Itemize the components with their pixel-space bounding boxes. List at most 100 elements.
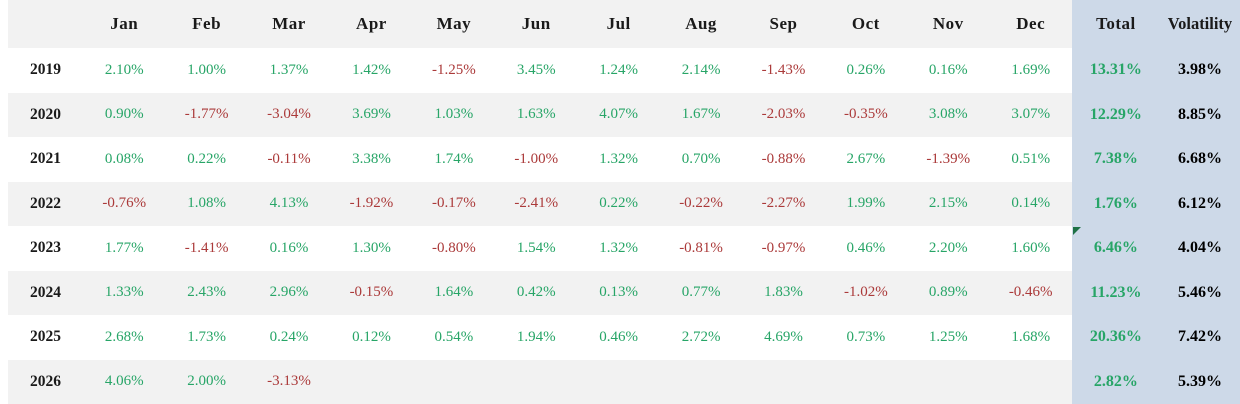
cell-2022-jun[interactable]: -2.41% — [495, 181, 578, 226]
cell-2020-volatility[interactable]: 8.85% — [1159, 92, 1240, 137]
cell-2020-jun[interactable]: 1.63% — [495, 92, 578, 137]
cell-2023-jan[interactable]: 1.77% — [104, 239, 144, 256]
cell-2025-oct[interactable]: 0.73% — [846, 328, 886, 345]
cell-2021-dec[interactable]: 0.51% — [1011, 150, 1051, 167]
cell-2021-jan[interactable]: 0.08% — [104, 150, 144, 167]
cell-2019-feb[interactable]: 1.00% — [187, 61, 226, 78]
cell-2025-aug[interactable]: 2.72% — [681, 328, 721, 345]
cell-2025-jun[interactable]: 1.94% — [516, 328, 556, 345]
cell-2023-jun[interactable]: 1.54% — [516, 239, 556, 256]
cell-2024-apr[interactable]: -0.15% — [330, 270, 413, 315]
cell-2023-aug[interactable]: -0.81% — [679, 239, 723, 256]
cell-2021-aug[interactable]: 0.70% — [681, 150, 721, 167]
cell-2022-mar[interactable]: 4.13% — [247, 181, 331, 226]
cell-2025-jul[interactable]: 0.46% — [599, 328, 639, 345]
cell-2022-may[interactable]: -0.17% — [412, 181, 496, 226]
cell-2021-apr[interactable]: 3.38% — [352, 150, 391, 167]
cell-2026-aug[interactable] — [659, 359, 743, 404]
cell-2024-volatility[interactable]: 5.46% — [1159, 270, 1240, 315]
cell-2026-feb[interactable]: 2.00% — [165, 359, 248, 404]
cell-2023-total[interactable]: 6.46% — [1071, 226, 1160, 271]
cell-2025-nov[interactable]: 1.25% — [928, 328, 968, 345]
cell-2025-sep[interactable]: 4.69% — [764, 328, 803, 345]
cell-2023-feb[interactable]: -1.41% — [184, 239, 229, 256]
cell-2026-dec[interactable] — [989, 359, 1072, 404]
cell-2024-jun[interactable]: 0.42% — [495, 270, 578, 315]
cell-2019-oct[interactable]: 0.26% — [846, 61, 886, 78]
cell-2019-jul[interactable]: 1.24% — [599, 61, 639, 78]
cell-2023-dec[interactable]: 1.60% — [1011, 239, 1051, 256]
cell-2026-volatility[interactable]: 5.39% — [1159, 359, 1240, 404]
cell-2019-total[interactable]: 13.31% — [1071, 48, 1160, 93]
cell-2023-mar[interactable]: 0.16% — [269, 239, 309, 256]
cell-2020-total[interactable]: 12.29% — [1071, 92, 1160, 137]
cell-2023-nov[interactable]: 2.20% — [928, 239, 968, 256]
cell-2022-nov[interactable]: 2.15% — [907, 181, 990, 226]
cell-2024-nov[interactable]: 0.89% — [907, 270, 990, 315]
cell-2026-total[interactable]: 2.82% — [1071, 359, 1160, 404]
cell-2021-oct[interactable]: 2.67% — [846, 150, 886, 167]
cell-2023-volatility[interactable]: 4.04% — [1159, 226, 1240, 271]
cell-2021-total[interactable]: 7.38% — [1071, 137, 1160, 182]
cell-2020-oct[interactable]: -0.35% — [824, 92, 908, 137]
cell-2022-oct[interactable]: 1.99% — [824, 181, 908, 226]
cell-2021-jul[interactable]: 1.32% — [599, 150, 639, 167]
cell-2021-mar[interactable]: -0.11% — [267, 150, 311, 167]
cell-2026-jun[interactable] — [495, 359, 578, 404]
cell-2026-sep[interactable] — [742, 359, 825, 404]
cell-2025-volatility[interactable]: 7.42% — [1159, 315, 1240, 360]
cell-2022-volatility[interactable]: 6.12% — [1159, 181, 1240, 226]
cell-2022-sep[interactable]: -2.27% — [742, 181, 825, 226]
cell-2019-aug[interactable]: 2.14% — [681, 61, 721, 78]
cell-2022-jul[interactable]: 0.22% — [577, 181, 660, 226]
cell-2019-jun[interactable]: 3.45% — [516, 61, 556, 78]
cell-2019-dec[interactable]: 1.69% — [1011, 61, 1051, 78]
cell-2023-sep[interactable]: -0.97% — [761, 239, 806, 256]
cell-2025-may[interactable]: 0.54% — [434, 328, 474, 345]
cell-2020-jan[interactable]: 0.90% — [83, 92, 166, 137]
cell-2020-feb[interactable]: -1.77% — [165, 92, 248, 137]
cell-2023-jul[interactable]: 1.32% — [599, 239, 639, 256]
cell-2022-dec[interactable]: 0.14% — [989, 181, 1072, 226]
cell-2019-nov[interactable]: 0.16% — [928, 61, 968, 78]
cell-2024-oct[interactable]: -1.02% — [824, 270, 908, 315]
cell-2025-mar[interactable]: 0.24% — [269, 328, 309, 345]
cell-2020-dec[interactable]: 3.07% — [989, 92, 1072, 137]
cell-2022-total[interactable]: 1.76% — [1071, 181, 1160, 226]
cell-2019-apr[interactable]: 1.42% — [352, 61, 391, 78]
cell-2024-sep[interactable]: 1.83% — [742, 270, 825, 315]
cell-2024-aug[interactable]: 0.77% — [659, 270, 743, 315]
cell-2020-sep[interactable]: -2.03% — [742, 92, 825, 137]
cell-2020-may[interactable]: 1.03% — [412, 92, 496, 137]
cell-2022-apr[interactable]: -1.92% — [330, 181, 413, 226]
cell-2024-mar[interactable]: 2.96% — [247, 270, 331, 315]
cell-2019-jan[interactable]: 2.10% — [104, 61, 144, 78]
cell-2019-sep[interactable]: -1.43% — [761, 61, 806, 78]
cell-2021-jun[interactable]: -1.00% — [514, 150, 559, 167]
cell-2021-nov[interactable]: -1.39% — [926, 150, 971, 167]
cell-2025-total[interactable]: 20.36% — [1071, 315, 1160, 360]
cell-2024-feb[interactable]: 2.43% — [165, 270, 248, 315]
cell-2020-nov[interactable]: 3.08% — [907, 92, 990, 137]
cell-2026-mar[interactable]: -3.13% — [247, 359, 331, 404]
cell-2026-jul[interactable] — [577, 359, 660, 404]
cell-2024-total[interactable]: 11.23% — [1071, 270, 1160, 315]
cell-2020-aug[interactable]: 1.67% — [659, 92, 743, 137]
cell-2025-jan[interactable]: 2.68% — [104, 328, 144, 345]
cell-2023-oct[interactable]: 0.46% — [846, 239, 886, 256]
cell-2025-dec[interactable]: 1.68% — [1011, 328, 1051, 345]
cell-2020-jul[interactable]: 4.07% — [577, 92, 660, 137]
cell-2019-mar[interactable]: 1.37% — [269, 61, 309, 78]
cell-2022-aug[interactable]: -0.22% — [659, 181, 743, 226]
cell-2024-dec[interactable]: -0.46% — [989, 270, 1072, 315]
cell-2024-jan[interactable]: 1.33% — [83, 270, 166, 315]
cell-2021-sep[interactable]: -0.88% — [761, 150, 806, 167]
cell-2020-apr[interactable]: 3.69% — [330, 92, 413, 137]
cell-2026-apr[interactable] — [330, 359, 413, 404]
cell-2021-volatility[interactable]: 6.68% — [1159, 137, 1240, 182]
cell-2021-feb[interactable]: 0.22% — [187, 150, 226, 167]
cell-2025-apr[interactable]: 0.12% — [352, 328, 391, 345]
cell-2026-oct[interactable] — [824, 359, 908, 404]
cell-2025-feb[interactable]: 1.73% — [187, 328, 226, 345]
cell-2020-mar[interactable]: -3.04% — [247, 92, 331, 137]
